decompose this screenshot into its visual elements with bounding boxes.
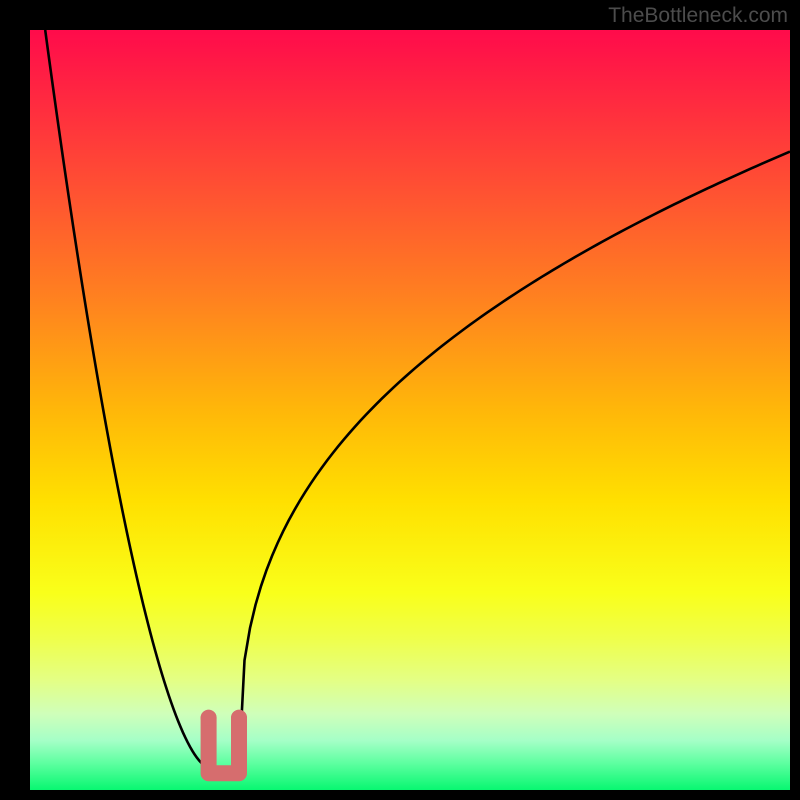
chart-frame: TheBottleneck.com [0, 0, 800, 800]
plot-gradient-background [30, 30, 790, 790]
bottom-u-node-left [201, 710, 217, 726]
bottom-u-node-right [231, 710, 247, 726]
watermark-text: TheBottleneck.com [608, 4, 788, 28]
bottleneck-chart [0, 0, 800, 800]
